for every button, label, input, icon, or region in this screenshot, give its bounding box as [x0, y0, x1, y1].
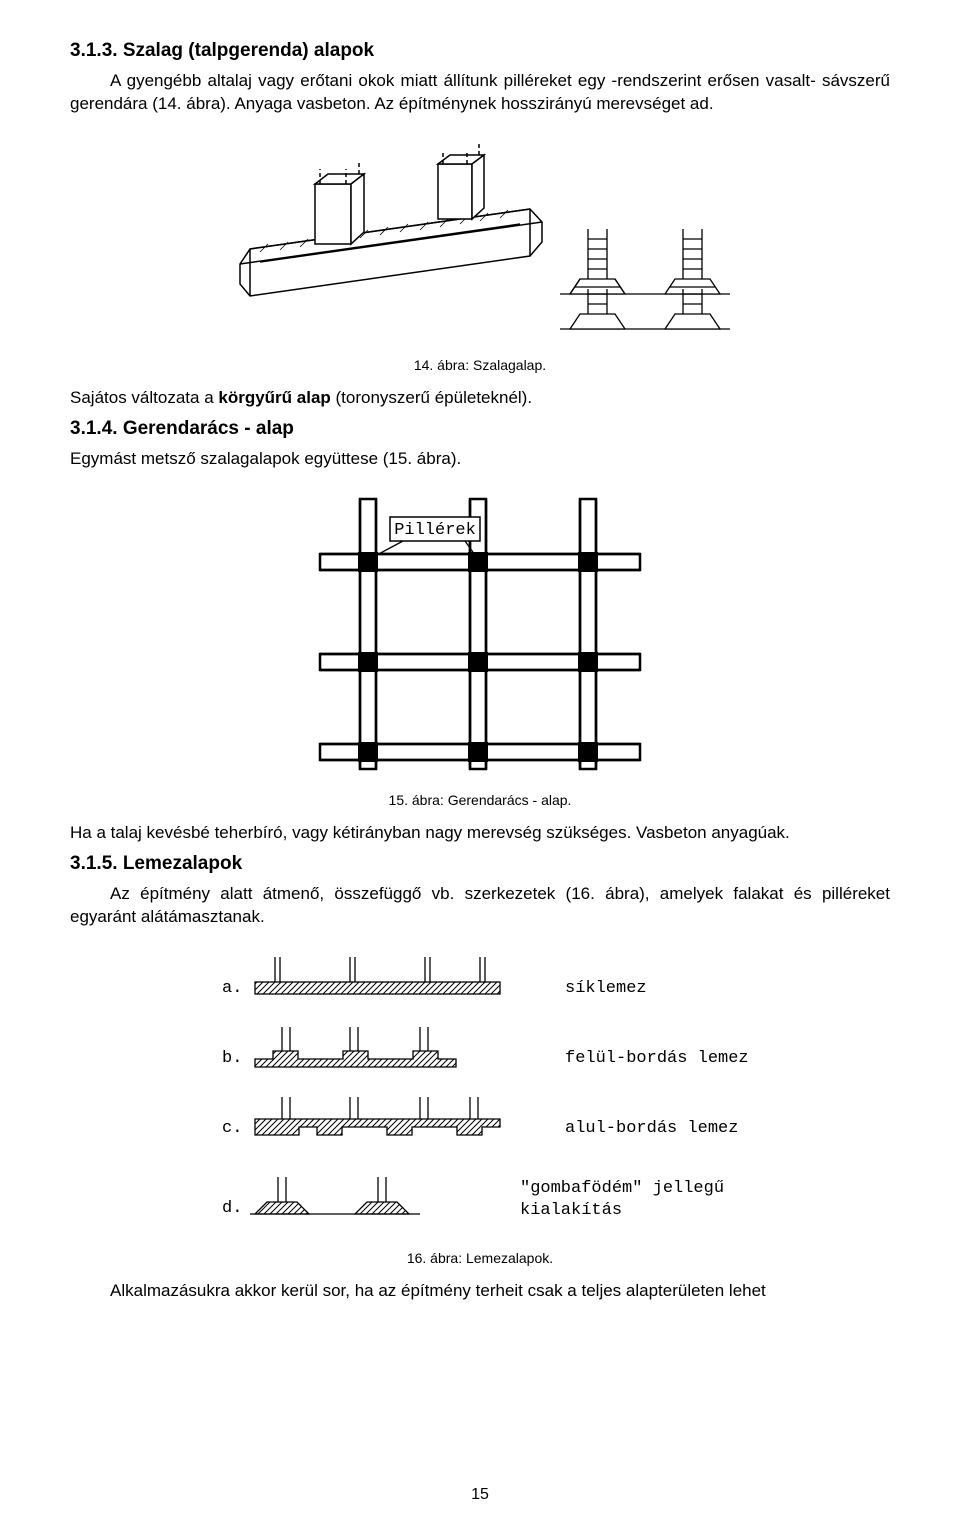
text-b: körgyűrű alap — [218, 388, 330, 407]
para-after-fig15: Ha a talaj kevésbé teherbíró, vagy kétir… — [70, 822, 890, 845]
heading-315: 3.1.5. Lemezalapok — [70, 853, 890, 875]
fig16-label-c: c. — [222, 1119, 242, 1138]
fig16-text-b: felül-bordás lemez — [565, 1049, 749, 1068]
text-a: Sajátos változata a — [70, 388, 218, 407]
figure-15: Pillérek — [70, 489, 890, 784]
page-number: 15 — [0, 1486, 960, 1504]
caption-fig15: 15. ábra: Gerendarács - alap. — [70, 792, 890, 808]
fig16-text-a: síklemez — [565, 979, 647, 998]
para-313: A gyengébb altalaj vagy erőtani okok mia… — [70, 70, 890, 116]
para-314: Egymást metsző szalagalapok együttese (1… — [70, 448, 890, 471]
fig16-label-a: a. — [222, 979, 242, 998]
para-315: Az építmény alatt átmenő, összefüggő vb.… — [70, 883, 890, 929]
para-bottom: Alkalmazásukra akkor kerül sor, ha az ép… — [70, 1280, 890, 1303]
text-c: (toronyszerű épületeknél). — [331, 388, 532, 407]
caption-fig14: 14. ábra: Szalagalap. — [70, 357, 890, 373]
lemezalapok-drawing: a. síklemez b. felül-bordás lemez c. — [210, 947, 750, 1237]
heading-314: 3.1.4. Gerendarács - alap — [70, 418, 890, 440]
figure-14 — [70, 134, 890, 349]
heading-313: 3.1.3. Szalag (talpgerenda) alapok — [70, 40, 890, 62]
fig16-text-c: alul-bordás lemez — [565, 1119, 738, 1138]
fig16-label-b: b. — [222, 1049, 242, 1068]
gerendaracs-drawing: Pillérek — [305, 489, 655, 779]
para-korgyuru: Sajátos változata a körgyűrű alap (toron… — [70, 387, 890, 410]
szalagalap-drawing — [220, 134, 740, 344]
caption-fig16: 16. ábra: Lemezalapok. — [70, 1250, 890, 1266]
fig16-text-d1: "gombafödém" jellegű — [520, 1179, 724, 1198]
pillar-label: Pillérek — [394, 521, 476, 540]
fig16-label-d: d. — [222, 1199, 242, 1218]
figure-16: a. síklemez b. felül-bordás lemez c. — [70, 947, 890, 1242]
fig16-text-d2: kialakítás — [520, 1201, 622, 1220]
